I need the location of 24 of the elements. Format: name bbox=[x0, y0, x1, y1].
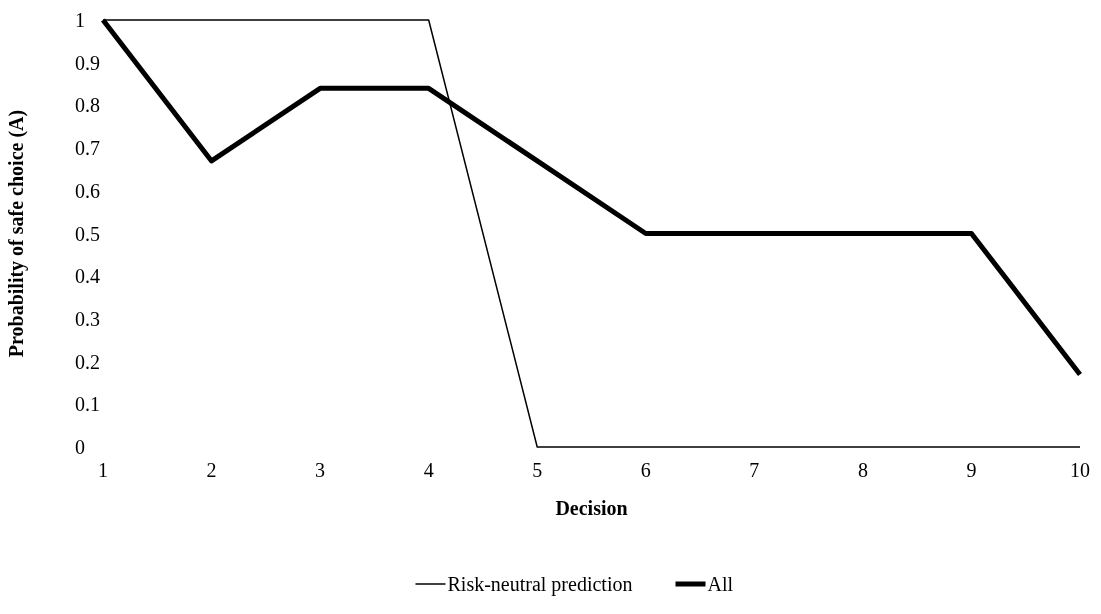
y-tick-label: 1 bbox=[75, 9, 85, 31]
y-tick-label: 0.3 bbox=[75, 307, 100, 330]
x-axis-title: Decision bbox=[555, 497, 628, 519]
x-tick-label: 10 bbox=[1070, 459, 1090, 481]
y-axis-title: Probability of safe choice (A) bbox=[5, 109, 28, 358]
legend-label: All bbox=[707, 573, 734, 595]
y-tick-label: 0.6 bbox=[75, 179, 100, 202]
legend-label: Risk-neutral prediction bbox=[447, 573, 633, 596]
y-tick-label: 0.5 bbox=[75, 222, 100, 245]
x-tick-label: 4 bbox=[423, 459, 434, 481]
x-tick-label: 2 bbox=[206, 459, 217, 481]
x-tick-label: 5 bbox=[532, 459, 543, 481]
x-tick-label: 6 bbox=[640, 459, 651, 481]
y-tick-label: 0.4 bbox=[75, 265, 100, 288]
y-tick-label: 0.8 bbox=[75, 94, 100, 117]
y-tick-label: 0.7 bbox=[75, 137, 100, 160]
x-tick-label: 3 bbox=[315, 459, 326, 481]
x-tick-label: 7 bbox=[749, 459, 760, 481]
x-tick-label: 8 bbox=[857, 459, 868, 481]
y-tick-label: 0 bbox=[75, 436, 85, 458]
y-tick-label: 0.1 bbox=[75, 393, 100, 416]
y-tick-label: 0.2 bbox=[75, 350, 100, 373]
x-tick-label: 9 bbox=[966, 459, 977, 481]
y-tick-label: 0.9 bbox=[75, 51, 100, 74]
